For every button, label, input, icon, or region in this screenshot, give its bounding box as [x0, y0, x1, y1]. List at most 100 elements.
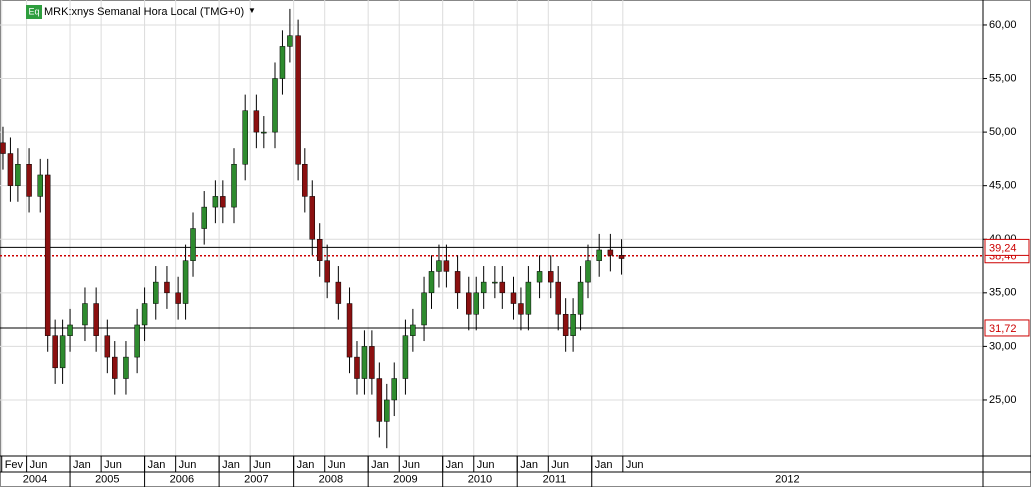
- candle-body: [454, 271, 461, 294]
- candle-body: [361, 346, 368, 379]
- y-tick-label: 60,00: [989, 19, 1017, 31]
- candle-body: [480, 281, 487, 294]
- x-tick-label: Jan: [73, 459, 91, 471]
- level-box: [984, 319, 1030, 337]
- candle-body: [421, 292, 427, 326]
- y-tick-label: 45,00: [989, 180, 1017, 192]
- x-tick-label: Jan: [595, 459, 613, 471]
- candle-body: [391, 378, 397, 401]
- x-tick-label: Jan: [371, 459, 389, 471]
- candle-body: [212, 196, 219, 208]
- candle-body: [384, 399, 390, 422]
- x-tick-label: Fev: [5, 459, 24, 471]
- year-label: 2011: [543, 473, 567, 485]
- candle-body: [182, 260, 189, 304]
- candle-body: [44, 174, 51, 336]
- candle-body: [402, 335, 409, 379]
- candle-body: [309, 196, 316, 240]
- candle-body: [335, 281, 342, 304]
- candle-body: [346, 303, 353, 358]
- candle-body: [0, 142, 6, 154]
- candle-body: [466, 292, 472, 315]
- candle-body: [82, 303, 88, 326]
- candle-body: [287, 35, 293, 47]
- badge-box: [26, 5, 42, 19]
- candle-body: [354, 356, 360, 379]
- candle-body: [52, 335, 58, 369]
- candle-body: [59, 335, 66, 369]
- x-tick-label: Jun: [253, 459, 271, 471]
- candle-body: [279, 46, 286, 79]
- x-tick-label: Jan: [297, 459, 315, 471]
- candle-body: [428, 271, 435, 294]
- x-tick-label: Jan: [222, 459, 240, 471]
- candle-body: [570, 314, 576, 336]
- menu-arrow[interactable]: ▼: [248, 6, 256, 15]
- candle-body: [443, 260, 450, 272]
- x-tick-label: Jan: [520, 459, 538, 471]
- candle-body: [7, 153, 14, 186]
- x-tick-label: Jun: [477, 459, 495, 471]
- candle-body: [153, 281, 159, 304]
- y-tick-label: 30,00: [989, 340, 1017, 352]
- candle-body: [220, 196, 226, 208]
- candle-body: [410, 324, 416, 336]
- candle-body: [123, 356, 129, 379]
- candle-body: [134, 324, 140, 358]
- candle-body: [525, 281, 532, 315]
- year-label: 2004: [23, 473, 47, 485]
- x-tick-label: Jun: [30, 459, 48, 471]
- candle-body: [242, 110, 248, 165]
- x-tick-label: Jun: [179, 459, 197, 471]
- x-tick-label: Jun: [551, 459, 569, 471]
- badge: Eq: [28, 6, 39, 16]
- chart-title: MRK:xnys Semanal Hora Local (TMG+0): [44, 6, 244, 18]
- year-label: 2005: [95, 473, 119, 485]
- candle-body: [231, 164, 237, 208]
- candle-body: [253, 110, 260, 133]
- candle-body: [272, 78, 278, 133]
- candle-body: [175, 292, 181, 304]
- candle-body: [295, 35, 301, 165]
- candle-body: [499, 281, 506, 294]
- candle-body: [201, 206, 207, 229]
- x-tick-label: Jun: [402, 459, 420, 471]
- level-label: 39,24: [989, 242, 1017, 254]
- candle-body: [141, 303, 148, 326]
- candle-body: [112, 356, 118, 379]
- candle-body: [473, 292, 479, 315]
- candle-body: [316, 239, 323, 261]
- year-label: 2009: [393, 473, 417, 485]
- candle-body: [104, 335, 111, 358]
- candle-body: [26, 164, 32, 197]
- candle-body: [15, 164, 21, 186]
- y-tick-label: 35,00: [989, 287, 1017, 299]
- year-label: 2008: [319, 473, 343, 485]
- candle-body: [436, 260, 442, 272]
- candle-body: [261, 131, 267, 134]
- candle-body: [555, 281, 561, 315]
- y-tick-label: 50,00: [989, 126, 1017, 138]
- candle-body: [562, 314, 569, 336]
- candle-body: [37, 174, 43, 197]
- candle-body: [302, 164, 308, 197]
- candle-body: [585, 260, 591, 283]
- candle-body: [67, 324, 73, 336]
- candle-body: [618, 255, 625, 259]
- candle-body: [164, 281, 170, 294]
- x-tick-label: Jun: [626, 459, 644, 471]
- candle-body: [510, 292, 517, 304]
- candle-body: [536, 271, 543, 283]
- candle-body: [324, 260, 330, 283]
- y-tick-label: 55,00: [989, 72, 1017, 84]
- candle-body: [93, 303, 99, 336]
- x-tick-label: Jun: [328, 459, 346, 471]
- candle-body: [376, 378, 383, 422]
- candle-body: [190, 228, 196, 261]
- candle-body: [607, 249, 614, 256]
- x-tick-label: Jun: [104, 459, 122, 471]
- x-tick-label: Jan: [148, 459, 166, 471]
- candle-body: [577, 281, 584, 315]
